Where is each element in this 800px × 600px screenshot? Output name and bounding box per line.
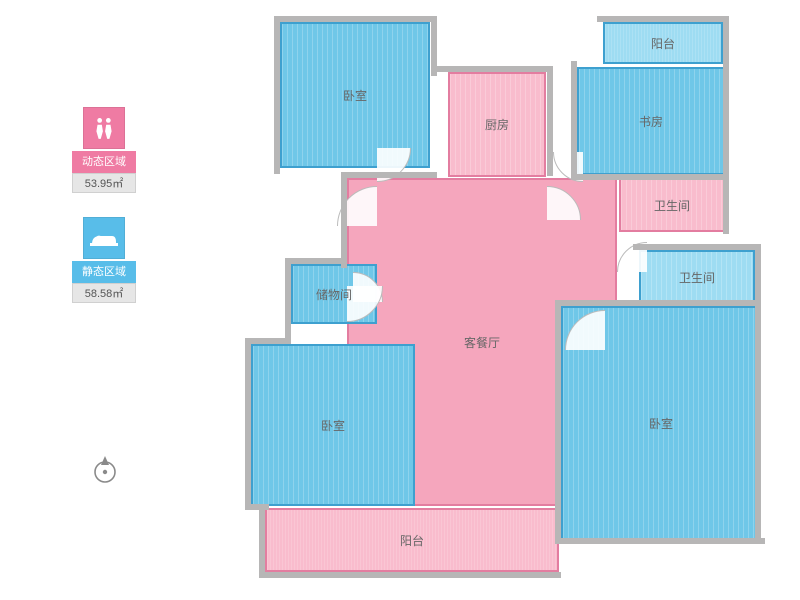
people-icon [83, 107, 125, 149]
room-label: 卧室 [649, 415, 673, 432]
wall-segment [723, 16, 729, 178]
room-bath_e: 卫生间 [639, 250, 755, 304]
wall-segment [723, 174, 729, 234]
wall-segment [555, 300, 561, 544]
legend: 动态区域 53.95㎡ 静态区域 58.58㎡ [72, 107, 136, 327]
legend-static-value: 58.58㎡ [72, 283, 136, 303]
wall-segment [341, 172, 347, 268]
room-label: 卧室 [321, 417, 345, 434]
room-label: 卫生间 [679, 269, 715, 286]
wall-segment [285, 258, 291, 344]
wall-segment [437, 66, 553, 72]
wall-segment [571, 174, 729, 180]
wall-segment [274, 16, 434, 22]
legend-static: 静态区域 58.58㎡ [72, 217, 136, 303]
wall-segment [245, 338, 251, 510]
wall-segment [547, 66, 553, 176]
legend-static-label: 静态区域 [72, 261, 136, 283]
wall-segment [259, 504, 265, 578]
wall-segment [633, 244, 761, 250]
legend-dynamic-label: 动态区域 [72, 151, 136, 173]
wall-segment [571, 61, 577, 179]
wall-segment [555, 538, 765, 544]
legend-dynamic: 动态区域 53.95㎡ [72, 107, 136, 193]
wall-segment [755, 244, 761, 544]
room-label: 卧室 [343, 87, 367, 104]
wall-segment [285, 258, 347, 264]
wall-segment [555, 300, 761, 306]
room-kitchen: 厨房 [448, 72, 546, 177]
wall-segment [274, 16, 280, 174]
room-bedroom_nw: 卧室 [280, 22, 430, 168]
room-label: 阳台 [651, 35, 675, 52]
wall-segment [597, 16, 729, 22]
room-label: 厨房 [485, 116, 509, 133]
wall-segment [245, 338, 291, 344]
compass-icon [90, 455, 120, 485]
room-label: 卫生间 [654, 197, 690, 214]
room-study: 书房 [577, 67, 725, 175]
floorplan: 卧室厨房阳台书房卫生间卫生间客餐厅储物间卧室卧室阳台 [241, 10, 761, 592]
room-bedroom_sw: 卧室 [251, 344, 415, 506]
wall-segment [341, 172, 437, 178]
room-label: 储物间 [316, 286, 352, 303]
room-label: 客餐厅 [464, 334, 500, 351]
sleep-icon [83, 217, 125, 259]
room-label: 阳台 [400, 532, 424, 549]
room-balcony_s: 阳台 [265, 508, 559, 572]
room-balcony_ne: 阳台 [603, 22, 723, 64]
wall-segment [259, 572, 561, 578]
wall-segment [245, 504, 269, 510]
room-label: 书房 [639, 113, 663, 130]
legend-dynamic-value: 53.95㎡ [72, 173, 136, 193]
room-bath_ne: 卫生间 [619, 178, 725, 232]
